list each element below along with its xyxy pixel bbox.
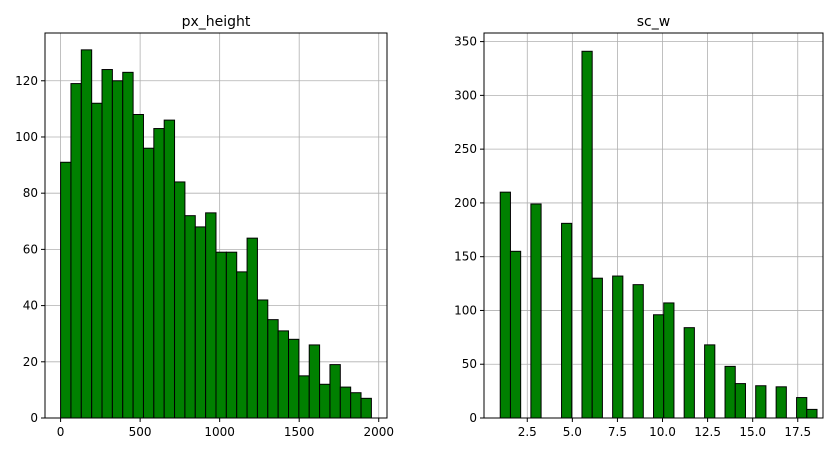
x-axis-ticks: 2.5 5.0 7.5 10.0 12.5 15.0 17.5 <box>518 418 811 439</box>
histogram-bar <box>153 128 165 419</box>
y-tick-label: 120 <box>15 74 38 88</box>
histogram-bar <box>267 319 279 419</box>
y-tick-label: 150 <box>454 250 477 264</box>
histogram-bar <box>277 330 290 419</box>
histogram-bar <box>288 338 300 419</box>
histogram-bar <box>561 222 573 419</box>
x-tick-label: 12.5 <box>694 425 721 439</box>
x-tick-label: 1500 <box>284 425 315 439</box>
histogram-bar <box>225 251 238 419</box>
histogram-bar <box>612 275 624 419</box>
histogram-bar <box>339 386 352 419</box>
histogram-bar <box>101 69 113 419</box>
chart-title: px_height <box>182 14 251 30</box>
histogram-bar <box>122 71 134 419</box>
histogram-bar <box>775 386 787 419</box>
y-tick-label: 200 <box>454 196 477 210</box>
histogram-bar <box>329 364 341 419</box>
y-tick-label: 250 <box>454 142 477 156</box>
histogram-bar <box>663 302 675 419</box>
x-tick-label: 0 <box>57 425 65 439</box>
histogram-bar <box>163 119 176 419</box>
histogram-bar <box>91 102 103 419</box>
panel-sc-w: 2.5 5.0 7.5 10.0 12.5 15.0 17.5 0 50 100 150 200 25… <box>454 14 824 439</box>
histogram-bar <box>194 226 207 419</box>
y-tick-label: 50 <box>462 357 477 371</box>
histogram-bar <box>142 147 155 419</box>
histogram-bar <box>734 383 746 419</box>
y-tick-label: 300 <box>454 88 477 102</box>
x-tick-label: 5.0 <box>563 425 582 439</box>
histogram-bar <box>683 327 695 419</box>
histogram-bar <box>319 383 331 419</box>
axes-frame <box>483 32 824 419</box>
histogram-bar <box>132 113 144 419</box>
x-tick-label: 2.5 <box>518 425 537 439</box>
histogram-bar <box>215 251 227 419</box>
histogram-bar <box>653 314 665 419</box>
x-tick-label: 10.0 <box>649 425 676 439</box>
histogram-bar <box>530 203 542 419</box>
histogram-bar <box>724 365 736 419</box>
histogram-bar <box>350 392 362 419</box>
x-axis-ticks: 0 500 1000 1500 2000 <box>57 418 394 439</box>
histogram-bar <box>755 385 767 419</box>
y-tick-label: 60 <box>23 242 38 256</box>
histogram-bar <box>360 397 372 419</box>
y-tick-label: 100 <box>15 130 38 144</box>
histogram-bar <box>591 277 603 419</box>
y-tick-label: 0 <box>469 411 477 425</box>
histogram-bar <box>581 50 593 419</box>
histogram-bar <box>308 344 321 419</box>
x-tick-label: 17.5 <box>784 425 811 439</box>
y-tick-label: 350 <box>454 35 477 49</box>
chart-title: sc_w <box>637 14 670 30</box>
x-tick-label: 500 <box>129 425 152 439</box>
histogram-bar <box>205 212 217 419</box>
histogram-bar <box>704 344 716 419</box>
y-tick-label: 0 <box>30 411 38 425</box>
histogram-bar <box>256 299 269 419</box>
y-tick-label: 40 <box>23 299 38 313</box>
histogram-bars <box>499 50 818 419</box>
histogram-bar <box>298 375 310 419</box>
axes-frame <box>44 32 388 419</box>
x-tick-label: 15.0 <box>739 425 766 439</box>
histogram-bar <box>246 237 258 419</box>
y-axis-ticks: 0 20 40 60 80 100 120 <box>15 74 45 425</box>
histogram-bar <box>796 397 808 419</box>
histogram-bar <box>499 191 511 419</box>
y-tick-label: 20 <box>23 355 38 369</box>
y-tick-label: 100 <box>454 303 477 317</box>
x-tick-label: 2000 <box>363 425 394 439</box>
x-tick-label: 7.5 <box>608 425 627 439</box>
histogram-bar <box>60 161 72 419</box>
panel-px-height: 0 500 1000 1500 2000 0 20 40 60 80 100 120 px_heig… <box>15 14 394 439</box>
histogram-bars <box>60 49 372 419</box>
histogram-bar <box>236 271 248 419</box>
histogram-bar <box>184 215 196 419</box>
histogram-bar <box>632 284 644 419</box>
x-tick-label: 1000 <box>204 425 235 439</box>
y-axis-ticks: 0 50 100 150 200 250 300 350 <box>454 35 484 425</box>
histogram-bar <box>80 49 93 419</box>
histogram-bar <box>174 181 186 419</box>
histogram-bar <box>70 83 82 419</box>
histogram-bar <box>509 250 522 419</box>
y-tick-label: 80 <box>23 186 38 200</box>
histogram-bar <box>806 408 818 419</box>
histogram-bar <box>111 80 124 419</box>
